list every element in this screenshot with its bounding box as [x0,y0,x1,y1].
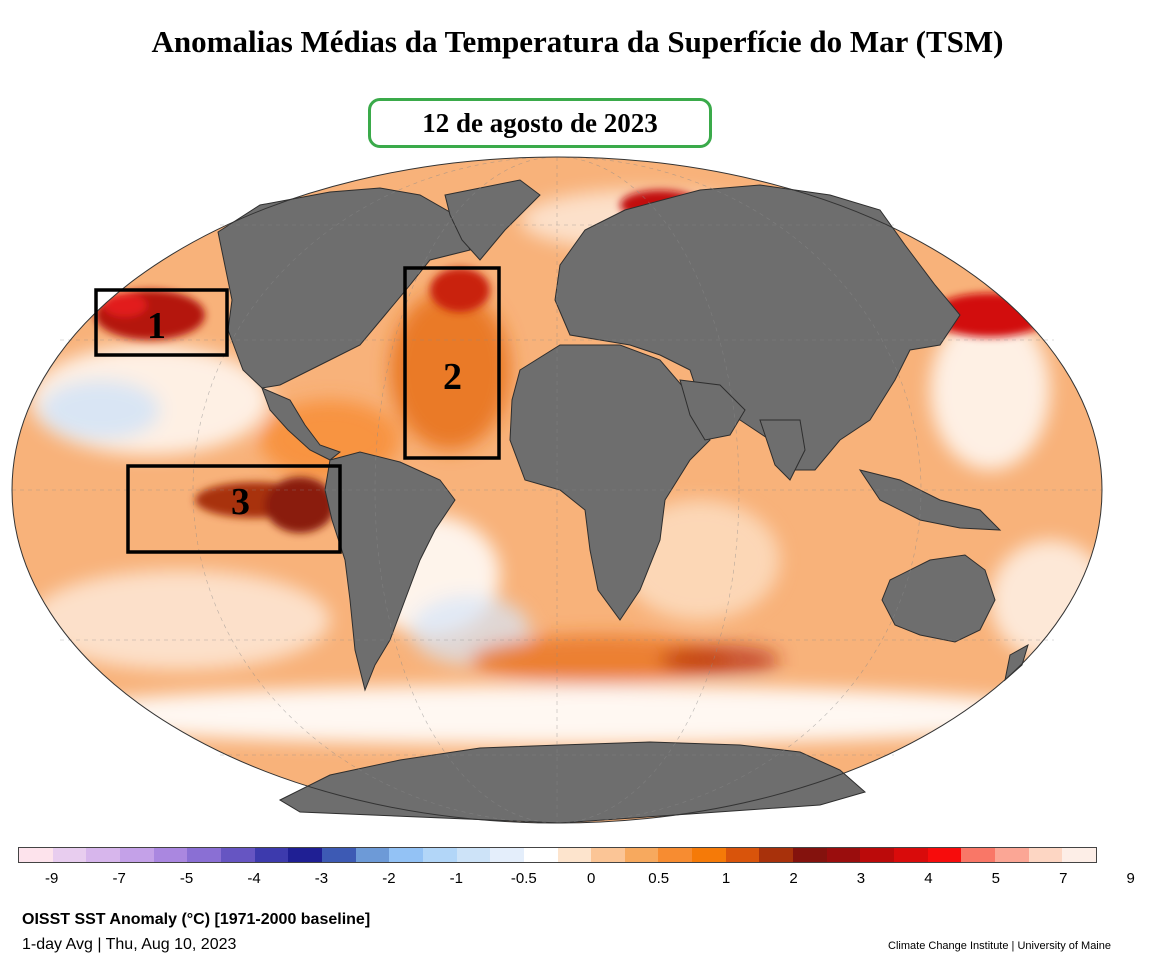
indian-subcontinent [759,419,806,481]
globe-outline [11,156,1103,824]
colorbar-cell [523,848,558,862]
colorbar-cell [254,848,289,862]
colorbar-cell [187,848,221,862]
colorbar-cell [153,848,188,862]
region-box-1 [94,288,229,357]
greenland [444,179,541,261]
colorbar-cell [793,848,827,862]
colorbar-cell [389,848,423,862]
colorbar-cell [52,848,87,862]
colorbar-tick-label: -2 [382,870,396,887]
colorbar-cell [995,848,1029,862]
colorbar-cell [692,848,726,862]
colorbar-cell [19,848,53,862]
australia [881,554,996,643]
colorbar-tick-label: 7 [1059,870,1068,887]
region-label-3: 3 [231,481,250,523]
europe-asia [554,184,961,471]
central-america [261,387,342,461]
colorbar-tick-label: 1 [721,870,731,887]
colorbar-tick-label: 2 [789,870,798,887]
colorbar-cell [860,848,895,862]
colorbar-cell [927,848,962,862]
landmasses [217,179,1029,824]
colorbar-cell [1028,848,1063,862]
southeast-asia-islands [858,469,1002,531]
colorbar-cell [355,848,390,862]
colorbar-cell [826,848,861,862]
colorbar-tick-label: 9 [1126,870,1135,887]
colorbar-cell [624,848,659,862]
colorbar-tick-label: -9 [45,870,59,887]
colorbar-tick-label: -5 [179,870,194,887]
colorbar-tick-label: -4 [247,870,261,887]
arabian-peninsula [679,379,746,441]
colorbar-cell [1062,848,1096,862]
colorbar-cell [456,848,491,862]
colorbar-tick-label: 3 [856,870,866,887]
colorbar-cell [961,848,996,862]
colorbar-cell [86,848,120,862]
colorbar-cell [658,848,693,862]
colorbar-cell [422,848,457,862]
footer-subtitle: 1-day Avg | Thu, Aug 10, 2023 [22,936,237,953]
colorbar-tick-label: 0 [587,870,596,887]
colorbar-tick-label: 0.5 [648,870,670,887]
africa [509,344,711,621]
colorbar-cell [557,848,592,862]
date-label: 12 de agosto de 2023 [368,98,712,148]
anomaly-field [30,190,1102,745]
colorbar-tick-label: -3 [314,870,329,887]
antarctica [278,741,867,824]
colorbar-tick-label: 4 [924,870,933,887]
colorbar-tick-label: -0.5 [510,870,537,887]
colorbar-cell [490,848,524,862]
colorbar-tick-label: -1 [449,870,464,887]
colorbar-cell [220,848,255,862]
footer-title: OISST SST Anomaly (°C) [1971-2000 baseli… [22,911,371,928]
north-america [217,187,471,389]
region-boxes [94,266,501,554]
colorbar [18,847,1097,863]
colorbar-cell [894,848,928,862]
colorbar-cell [321,848,356,862]
colorbar-tick-label: 5 [991,870,1001,887]
colorbar-cell [725,848,760,862]
region-box-2 [403,266,501,460]
colorbar-ticks: -9 -7 -5 -4 -3 -2 -1 -0.5 0 0.5 1 2 3 4 5 7 9 [18,870,1135,890]
map-title: Anomalias Médias da Temperatura da Super… [151,24,1004,59]
colorbar-tick-label: -7 [112,870,126,887]
colorbar-cell [119,848,154,862]
colorbar-cell [288,848,322,862]
colorbar-cell [591,848,625,862]
new-zealand [1004,643,1029,682]
region-label-2: 2 [443,356,462,398]
region-box-3 [126,464,342,554]
region-label-1: 1 [147,305,166,347]
colorbar-cell [759,848,794,862]
credit-text: Climate Change Institute | University of… [888,940,1111,952]
